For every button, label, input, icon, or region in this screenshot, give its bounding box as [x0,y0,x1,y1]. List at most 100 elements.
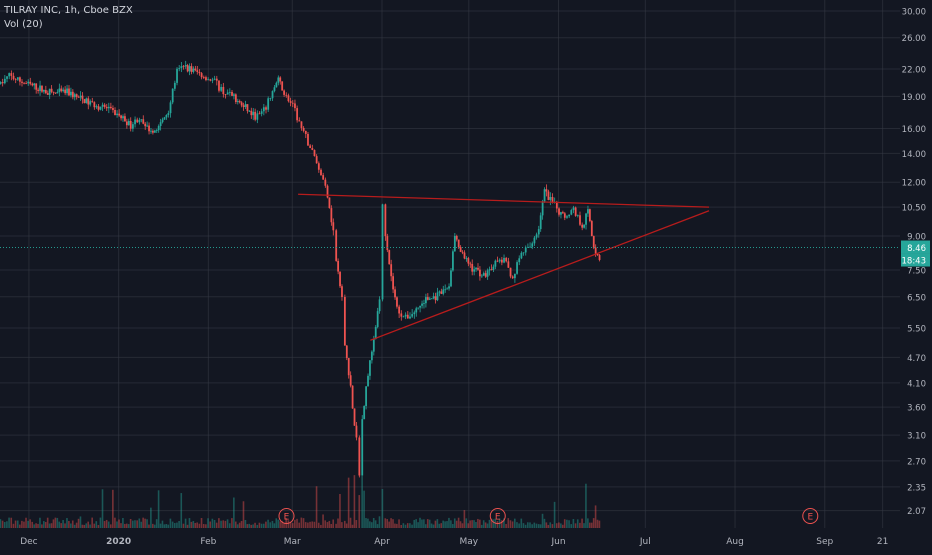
candle-body [23,82,25,84]
candle-body [39,85,41,91]
candle-body [73,94,76,98]
candle-body [461,251,464,253]
candle-body [33,83,36,86]
volume-bar [396,523,398,528]
volume-bar [590,522,593,528]
volume-bar [434,520,437,528]
volume-bar [324,520,327,528]
volume-bar [398,519,400,528]
candle-body [91,101,94,103]
volume-bar [388,521,390,528]
volume-bar [555,523,558,528]
candle-body [339,271,341,287]
volume-bar [376,524,379,528]
candle-body [581,224,584,228]
candle-body [46,93,49,95]
candle-body [60,88,63,92]
volume-bar [426,519,429,528]
candle-body [285,94,288,96]
candle-body [83,99,86,104]
volume-bar [192,521,195,528]
candle-body [494,260,497,267]
volume-bar [531,524,533,528]
volume-bar [402,523,405,528]
volume-bar [153,524,156,528]
chart-legend: TILRAY INC, 1h, Cboe BZX Vol (20) [4,4,133,32]
candle-body [518,258,521,263]
candle-body [568,214,571,217]
volume-bar [267,519,269,528]
volume-bar [273,523,276,528]
time-tick-label: Feb [200,537,216,547]
candle-body [455,235,458,240]
volume-bar [35,523,37,528]
candle-body [524,247,527,253]
candle-body [482,273,485,276]
volume-bar [411,524,413,528]
candle-body [381,204,384,300]
volume-bar [109,524,112,528]
volume-bar [277,519,280,528]
volume-bar [444,521,446,528]
candle-body [54,92,57,94]
candle-body [317,163,320,170]
candle-body [136,119,139,123]
volume-bar [152,523,154,528]
trendline-resistance [298,193,710,208]
candle-body [188,66,191,72]
time-tick-label: Dec [20,537,37,547]
volume-bar [157,490,160,528]
candle-body [598,255,601,260]
volume-bar [279,521,281,528]
candle-body [184,65,187,67]
candle-body [277,77,280,83]
volume-bar [361,475,363,528]
candle-body [330,208,333,223]
volume-bar [367,518,369,528]
candle-body [171,88,174,103]
volume-bar [71,520,74,528]
price-tick-label: 7.50 [907,267,926,277]
volume-bar [83,524,86,528]
volume-bar [107,521,110,528]
volume-bar [572,519,575,528]
volume-bar [155,519,158,528]
candle-body [583,224,586,228]
volume-bar [95,521,98,528]
volume-bar [311,521,314,528]
candle-body [202,77,205,78]
volume-bar [184,518,187,528]
volume-bar [539,524,542,528]
volume-bar [296,518,298,528]
time-tick-label: 2020 [106,537,131,547]
volume-bar [588,522,591,528]
candle-body [376,311,379,327]
volume-bar [505,523,507,528]
volume-bar [475,521,477,528]
earnings-marker-label: E [495,513,501,523]
volume-bar [148,524,150,528]
volume-bar [560,523,562,528]
volume-bar [302,518,305,528]
candle-body [196,70,199,72]
price-tick-label: 2.35 [907,483,926,493]
candle-body [486,270,489,277]
volume-bar [413,519,416,528]
time-tick-label: Sep [816,537,833,547]
candle-body [309,145,312,149]
volume-bar [14,520,17,528]
volume-bar [322,514,324,528]
time-tick-label: 21 [877,537,888,547]
volume-bar [370,522,373,528]
candle-body [165,114,168,118]
volume-bar [256,524,259,528]
volume-bar [537,524,540,528]
volume-bar [146,519,148,528]
candle-body [341,286,343,297]
volume-bar [142,517,144,528]
candle-body [215,78,218,81]
candle-body [349,375,352,386]
volume-bar [287,520,290,528]
